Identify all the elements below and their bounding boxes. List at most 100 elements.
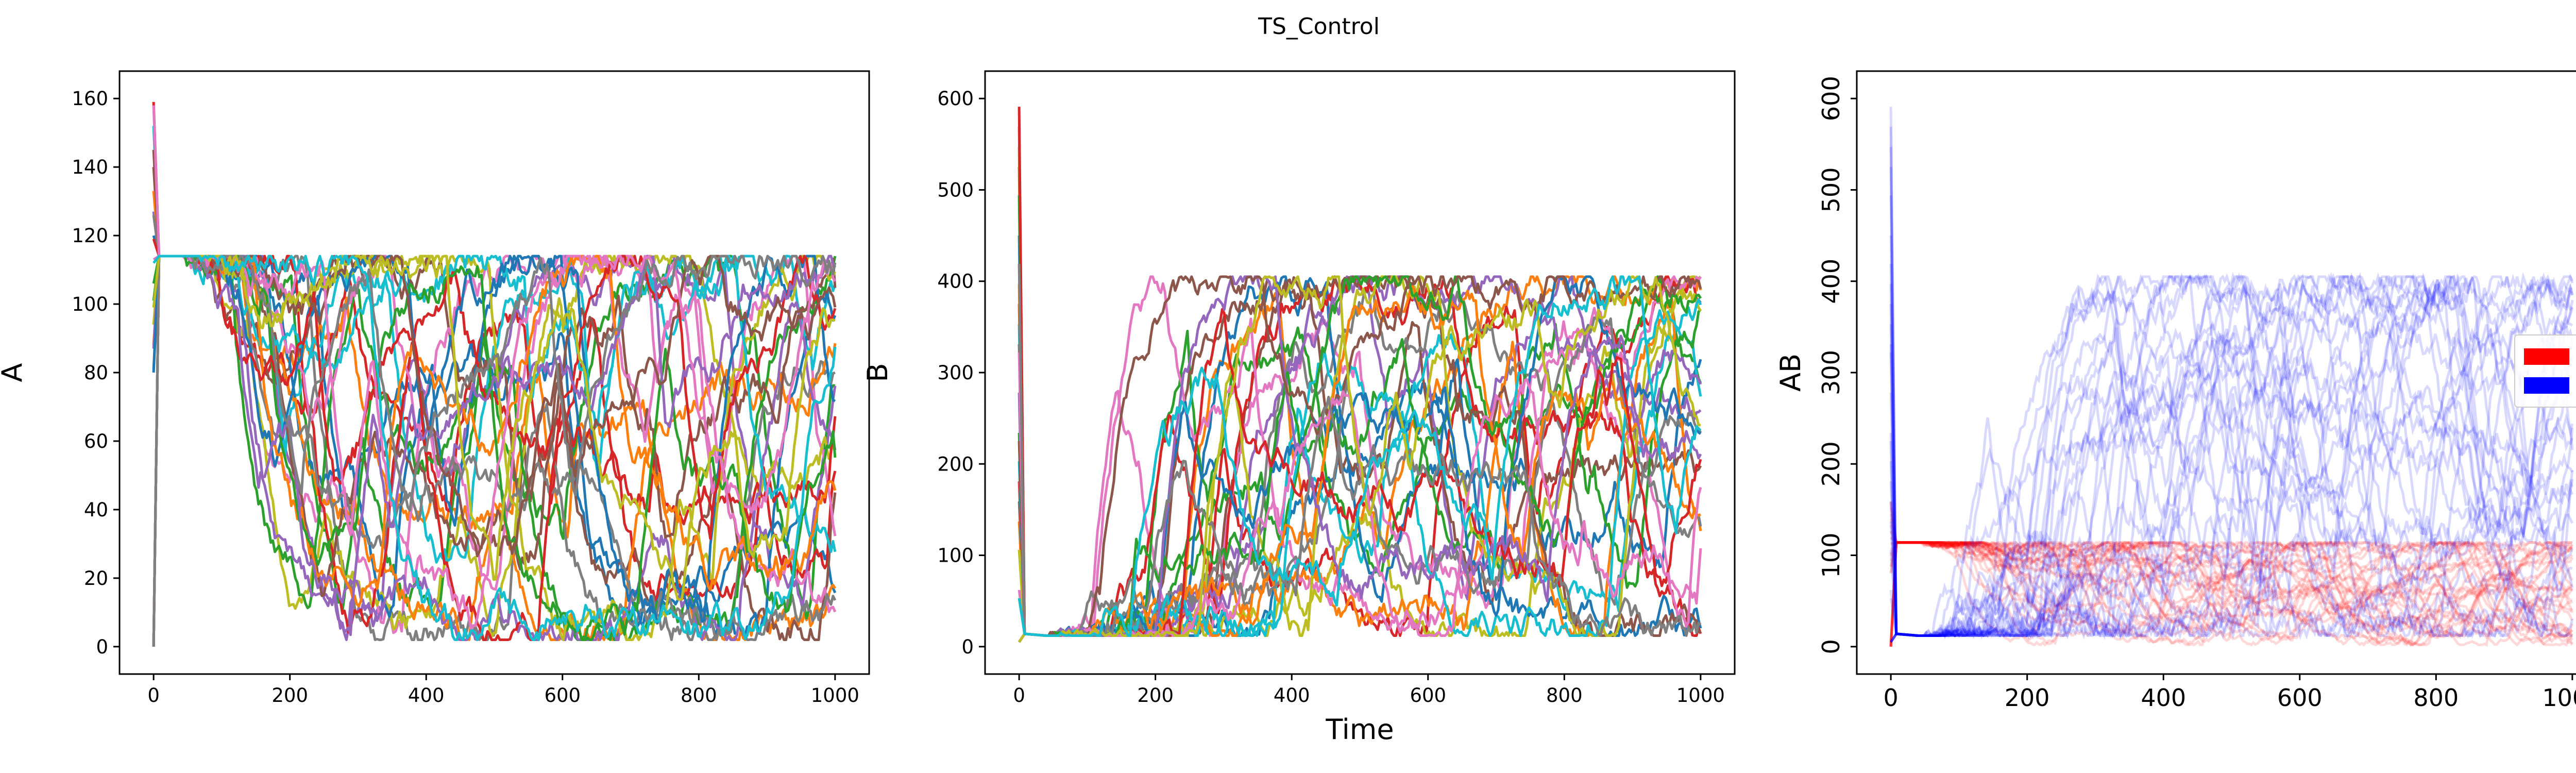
series-line-b	[1889, 274, 2574, 638]
series-line-b	[1889, 273, 2573, 638]
series-line-a	[1889, 541, 2573, 647]
y-tick-label: 120	[72, 225, 108, 247]
y-tick-label: 400	[937, 271, 974, 293]
x-tick-label: 0	[1013, 684, 1025, 707]
y-tick-label: 40	[84, 499, 108, 521]
y-tick-label: 300	[1817, 350, 1845, 395]
series-line	[1018, 275, 1701, 643]
figure-title: TS_Control	[1258, 13, 1380, 40]
series-line-b	[1889, 195, 2574, 640]
y-tick-label: 160	[72, 88, 108, 110]
y-tick-label: 500	[937, 179, 974, 201]
x-tick-label: 600	[1410, 684, 1446, 707]
series-line	[1018, 352, 1702, 637]
x-tick-label: 1000	[811, 684, 859, 707]
y-tick-label: 200	[937, 453, 974, 475]
series-line-b	[1889, 107, 2574, 639]
series-line	[1018, 195, 1702, 637]
y-tick-label: 100	[1817, 533, 1845, 578]
series-line-a	[1889, 541, 2573, 640]
panel-b: 0 200 400 600 800 1000 0 100 200 300 400 500 600 B Tim…	[861, 70, 1736, 746]
panel-ab: 0 200 400 600 800 1000 0 100 200 300 400 500 600 AB AB	[1774, 70, 2576, 712]
series-line	[1018, 275, 1702, 637]
series-line-b	[1890, 273, 2574, 643]
series-line-b	[1889, 147, 2574, 640]
x-tick-label: 400	[1274, 684, 1310, 707]
x-tick-label: 600	[544, 684, 581, 707]
series-line-a	[1889, 541, 2573, 647]
x-tick-label: 400	[2141, 684, 2186, 712]
series-line	[152, 255, 837, 641]
series-line-a	[1889, 541, 2574, 647]
x-axis-label: Time	[1325, 713, 1394, 746]
series-line-a	[1889, 541, 2573, 647]
series-line	[152, 255, 836, 625]
x-tick-label: 400	[408, 684, 445, 707]
series-line-a	[1889, 541, 2573, 647]
series-line-a	[1889, 541, 2573, 647]
series-line-b	[1889, 272, 2574, 637]
legend-box	[2514, 334, 2576, 408]
series-line-b	[1890, 381, 2574, 643]
series-line-b	[1889, 292, 2574, 638]
series-line	[152, 255, 837, 647]
x-tick-label: 200	[2005, 684, 2050, 712]
series-line-a	[1889, 540, 2573, 647]
y-tick-label: 100	[937, 545, 974, 567]
series-line	[1018, 275, 1702, 637]
y-tick-label: 100	[72, 293, 108, 315]
series-line-a	[1890, 541, 2573, 646]
x-tick-label: 0	[147, 684, 160, 707]
series-line-b	[1890, 342, 2573, 643]
series-line-a	[1890, 541, 2573, 647]
y-tick-label: 80	[84, 362, 108, 384]
series-line-a	[1889, 541, 2573, 646]
series-line-a	[1889, 531, 2573, 647]
series-line-a	[1890, 536, 2573, 627]
series-line-b	[1890, 276, 2574, 643]
y-tick-label: 600	[937, 88, 974, 110]
series-line-a	[1889, 501, 2573, 647]
x-tick-label: 600	[2277, 684, 2323, 712]
series-line	[1018, 283, 1702, 637]
series-line-b	[1889, 275, 2574, 637]
panel-a: 0 200 400 600 800 1000 0 20 40 60 80 100 120 140 160 A	[0, 70, 870, 707]
series-line-b	[1890, 315, 2573, 643]
series-line-a	[1889, 514, 2574, 641]
y-axis-label: B	[861, 363, 894, 382]
y-tick-label: 60	[84, 430, 108, 452]
series-line	[152, 238, 837, 641]
series-line-a	[1889, 541, 2573, 611]
series-line-b	[1889, 275, 2572, 638]
series-line	[1018, 275, 1702, 637]
series-line	[152, 255, 837, 641]
series-line-a	[1889, 530, 2572, 625]
x-tick-label: 0	[1883, 684, 1898, 712]
series-line	[152, 255, 837, 647]
series-line-b	[1889, 272, 2574, 640]
series-line-b	[1889, 287, 2574, 641]
series-line-b	[1889, 127, 2574, 637]
series-line-b	[1889, 273, 2574, 637]
x-tick-label: 200	[272, 684, 308, 707]
series-group	[152, 102, 837, 647]
series-line-a	[1889, 508, 2572, 647]
series-line-a	[1890, 541, 2574, 630]
series-line-a	[1890, 536, 2574, 643]
series-line-a	[1889, 541, 2573, 647]
series-line-b	[1889, 299, 2574, 637]
series-line-b	[1889, 272, 2574, 641]
x-tick-label: 1000	[1676, 684, 1725, 707]
series-line-a	[1889, 541, 2573, 647]
series-line-b	[1889, 236, 2573, 641]
legend-swatch-b	[2524, 377, 2569, 394]
series-group	[1889, 107, 2574, 647]
series-line-a	[1889, 525, 2573, 615]
x-tick-label: 800	[2413, 684, 2459, 712]
series-line-a	[1889, 541, 2574, 647]
x-tick-label: 200	[1137, 684, 1174, 707]
series-line	[152, 255, 837, 641]
series-line-a	[1889, 518, 2574, 643]
y-tick-label: 200	[1817, 441, 1845, 486]
